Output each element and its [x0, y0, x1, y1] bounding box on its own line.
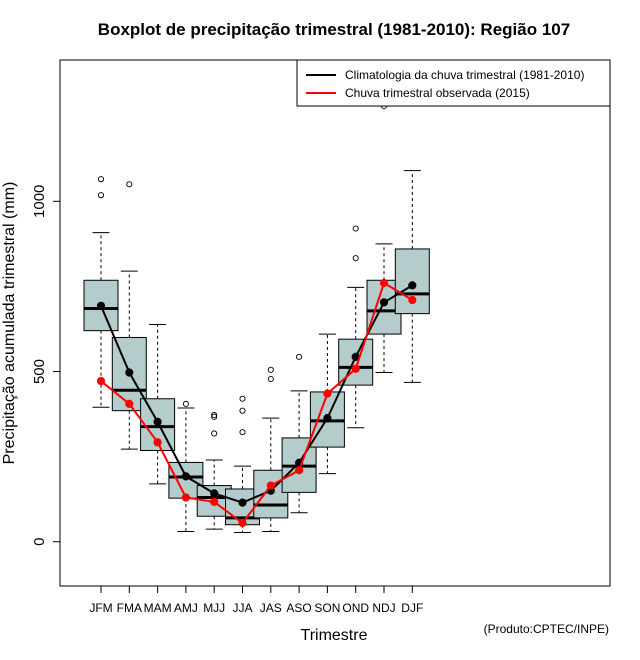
box-ndj — [366, 102, 402, 374]
legend-box — [296, 59, 611, 107]
x-tick-label: JFM — [89, 601, 112, 615]
x-tick-label: ASO — [286, 601, 311, 615]
box-fma — [111, 181, 147, 450]
outlier-point — [267, 375, 274, 383]
series-line-climatology — [100, 284, 413, 504]
series-point-observed — [153, 438, 162, 447]
outlier-point — [352, 225, 359, 232]
series-point-observed — [266, 481, 275, 490]
x-tick-label: SON — [314, 601, 340, 615]
series-layer — [96, 278, 417, 528]
series-point-climatology — [96, 301, 106, 310]
x-tick-label: JJA — [232, 601, 252, 615]
plot-frame — [59, 59, 611, 587]
credit-text: (Produto:CPTEC/INPE) — [484, 622, 609, 636]
x-tick-label: DJF — [401, 601, 423, 615]
boxes-layer — [83, 102, 430, 534]
series-point-climatology — [125, 368, 134, 377]
chart-title: Boxplot de precipitação trimestral (1981… — [98, 20, 570, 39]
x-axis-label: Trimestre — [301, 627, 368, 644]
axes-layer: JFM FMA MAM AMJ MJJ JJA JAS ASO SON OND NDJ DJF 0 500… — [31, 185, 423, 615]
legend-label-climatology: Climatologia da chuva trimestral (1981-2… — [345, 68, 584, 82]
series-point-climatology — [238, 498, 247, 507]
x-tick-label: MAM — [144, 601, 172, 615]
series-point-observed — [379, 278, 389, 288]
legend-label-observed: Chuva trimestral observada (2015) — [345, 86, 530, 100]
series-point-observed — [323, 389, 332, 398]
outlier-point — [97, 192, 105, 199]
series-point-observed — [181, 493, 190, 502]
x-tick-label: FMA — [117, 601, 142, 615]
x-tick-label: MJJ — [203, 601, 225, 615]
series-point-climatology — [323, 414, 332, 423]
outlier-point — [97, 176, 105, 183]
series-point-climatology — [379, 298, 389, 307]
outlier-point — [182, 400, 189, 407]
outlier-point — [296, 353, 303, 360]
series-point-climatology — [181, 472, 190, 481]
series-point-observed — [238, 518, 247, 528]
series-point-climatology — [153, 417, 162, 427]
y-tick-label: 500 — [31, 359, 48, 384]
series-point-climatology — [210, 489, 219, 498]
outlier-point — [211, 412, 218, 419]
series-point-climatology — [408, 281, 417, 290]
series-point-observed — [351, 364, 360, 373]
box-djf — [394, 170, 430, 383]
x-tick-label: OND — [342, 601, 369, 615]
outlier-point — [239, 407, 246, 414]
y-axis-label: Precipitação acumulada trimestral (mm) — [1, 182, 18, 465]
outlier-point — [126, 181, 133, 188]
outlier-point — [267, 366, 274, 373]
x-tick-label: JAS — [260, 601, 282, 615]
series-point-observed — [408, 295, 417, 305]
outlier-point — [211, 413, 218, 420]
x-tick-label: NDJ — [372, 601, 395, 615]
series-point-observed — [210, 497, 219, 507]
series-line-observed — [100, 281, 413, 525]
outlier-point — [239, 429, 246, 436]
y-tick-label: 0 — [31, 538, 48, 546]
series-point-observed — [96, 376, 106, 386]
outlier-point — [211, 430, 218, 437]
outlier-point — [239, 395, 246, 402]
y-tick-label: 1000 — [31, 185, 48, 218]
series-observed — [96, 278, 417, 528]
series-point-observed — [295, 466, 304, 475]
legend: Climatologia da chuva trimestral (1981-2… — [296, 59, 611, 107]
x-tick-label: AMJ — [174, 601, 198, 615]
outlier-point — [352, 255, 359, 262]
series-point-observed — [125, 399, 134, 408]
